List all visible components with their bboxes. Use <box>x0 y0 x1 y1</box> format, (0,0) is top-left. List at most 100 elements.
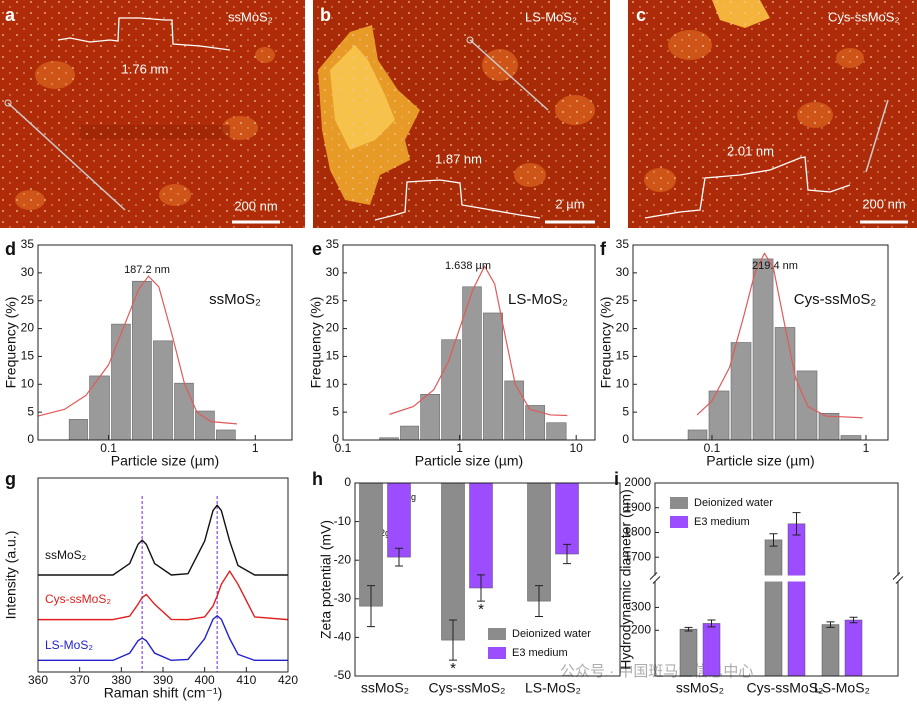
peak-annotation: 187.2 nm <box>124 264 170 276</box>
error-bar <box>535 585 543 618</box>
bar <box>441 482 465 641</box>
frame <box>354 482 621 677</box>
y-tick-label: -10 <box>334 514 352 528</box>
y-tick-label: 20 <box>21 321 35 335</box>
y-axis-label: Frequency (%) <box>598 297 614 389</box>
x-tick-label: 380 <box>111 673 131 687</box>
y-tick-label: 300 <box>631 600 651 614</box>
category-label: Cys-ssMoS₂ <box>747 680 824 696</box>
image-label: ssMoS₂ <box>228 9 273 24</box>
afm-image-c <box>628 0 917 228</box>
y-axis-label: Frequency (%) <box>3 297 19 389</box>
category-label: LS-MoS₂ <box>525 680 581 696</box>
peak-annotation: 219.4 nm <box>752 260 798 272</box>
fit-curve <box>696 252 863 419</box>
bar <box>195 410 215 441</box>
bar <box>132 280 152 441</box>
y-tick-label: -30 <box>334 591 352 605</box>
y-tick-label: 5 <box>332 404 339 418</box>
series-label: ssMoS₂ <box>45 548 87 562</box>
y-tick-label: 5 <box>27 404 34 418</box>
break-mark <box>649 572 661 584</box>
legend-swatch <box>670 497 688 509</box>
y-axis-label: Frequency (%) <box>308 297 324 389</box>
series-label: Cys-ssMoS₂ <box>45 592 111 606</box>
y-tick-label: 2000 <box>624 475 651 489</box>
legend-swatch <box>670 516 688 528</box>
x-tick-label: 390 <box>153 673 173 687</box>
y-tick-label: 1800 <box>624 525 651 539</box>
x-tick-label: 10 <box>570 441 584 455</box>
bar <box>752 258 774 441</box>
y-tick-label: 5 <box>622 404 629 418</box>
panel-letter: e <box>312 239 322 259</box>
fit-curve <box>37 275 238 425</box>
peak-subscript: 1g <box>406 492 416 502</box>
bar <box>787 523 806 677</box>
y-tick-label: -50 <box>334 668 352 682</box>
x-tick-label: 1 <box>252 441 259 455</box>
y-tick-label: 15 <box>21 349 35 363</box>
bar <box>68 419 88 441</box>
y-tick-label: 0 <box>344 475 351 489</box>
y-tick-label: -40 <box>334 630 352 644</box>
x-axis-label: Raman shift (cm⁻¹) <box>104 685 223 701</box>
panel-letter: d <box>5 239 16 259</box>
fit-curve <box>389 264 568 417</box>
frame <box>37 244 293 441</box>
error-bar <box>849 616 858 624</box>
significance-mark: * <box>450 660 456 677</box>
bar <box>730 342 752 441</box>
height-label: 1.87 nm <box>435 151 482 166</box>
height-label: 1.76 nm <box>122 61 169 76</box>
y-tick-label: 15 <box>326 349 340 363</box>
bar <box>153 340 173 441</box>
legend-label: Deionized water <box>694 497 773 509</box>
error-bar <box>684 626 693 632</box>
y-tick-label: 1700 <box>624 549 651 563</box>
bar <box>387 482 411 558</box>
scale-bar-label: 2 µm <box>555 196 584 211</box>
y-tick-label: 20 <box>326 321 340 335</box>
y-tick-label: 15 <box>616 349 630 363</box>
bar <box>483 312 504 441</box>
y-axis-label: Intensity (a.u.) <box>3 531 19 620</box>
significance-mark: * <box>478 601 484 618</box>
y-tick-label: 35 <box>21 237 35 251</box>
sample-label: ssMoS₂ <box>209 291 261 308</box>
x-tick-label: 1 <box>456 441 463 455</box>
y-tick-label: 35 <box>326 237 340 251</box>
sample-label: LS-MoS₂ <box>508 291 568 308</box>
panel-letter: f <box>600 239 607 259</box>
legend-swatch <box>488 647 506 659</box>
error-bar <box>477 574 485 602</box>
spectrum-line <box>38 504 288 576</box>
scale-bar-label: 200 nm <box>234 198 277 213</box>
y-tick-label: 0 <box>27 432 34 446</box>
panel-letter: h <box>312 469 323 489</box>
y-tick-label: 25 <box>616 293 630 307</box>
error-bar <box>449 619 457 661</box>
frame <box>342 244 596 441</box>
bar <box>400 425 419 441</box>
bar <box>504 380 524 441</box>
break-mark <box>892 572 904 584</box>
bar <box>527 482 551 602</box>
error-bar <box>367 585 375 628</box>
bar <box>687 429 708 441</box>
legend-label: Deionized water <box>512 628 591 640</box>
y-axis-label: Zeta potential (mV) <box>318 520 334 639</box>
y-tick-label: 10 <box>326 376 340 390</box>
legend-label: E3 medium <box>694 516 750 528</box>
y-tick-label: 30 <box>326 265 340 279</box>
error-bar <box>826 621 835 628</box>
panel-letter: i <box>614 469 619 489</box>
height-label: 2.01 nm <box>727 143 774 158</box>
x-tick-label: 0.1 <box>335 441 352 455</box>
panel-letter: c <box>636 5 646 25</box>
y-tick-label: 30 <box>616 265 630 279</box>
bar <box>821 624 840 677</box>
y-tick-label: 30 <box>21 265 35 279</box>
y-tick-label: -20 <box>334 552 352 566</box>
